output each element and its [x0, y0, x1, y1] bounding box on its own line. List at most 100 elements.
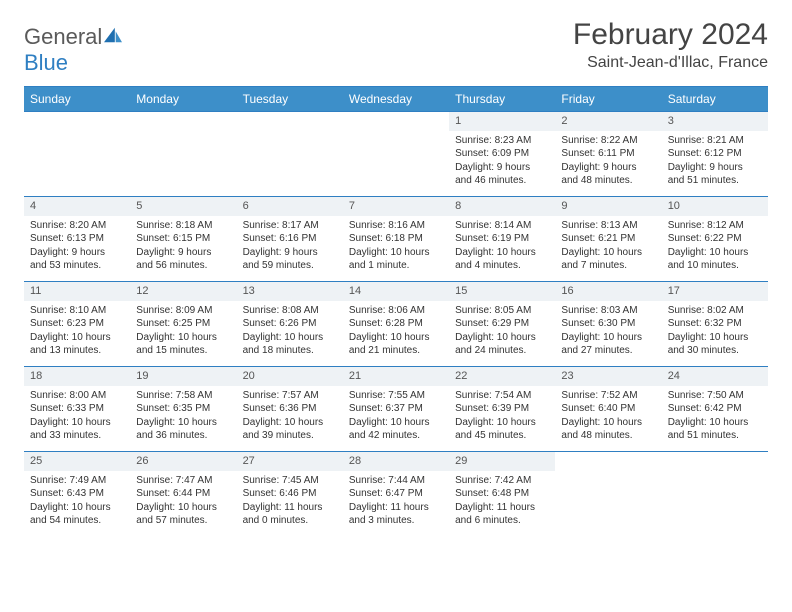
day-number: 25: [24, 452, 130, 471]
day-cell: 19Sunrise: 7:58 AMSunset: 6:35 PMDayligh…: [130, 367, 236, 451]
sunset-text: Sunset: 6:29 PM: [455, 317, 549, 331]
day-number: 2: [555, 112, 661, 131]
weekday-header: Friday: [555, 87, 661, 111]
sunset-text: Sunset: 6:22 PM: [668, 232, 762, 246]
day-cell: 20 Sunrise: 7:57 AMSunset: 6:36 PMDayligh…: [237, 367, 343, 451]
day-number: 17: [662, 282, 768, 301]
day-cell: 14Sunrise: 8:06 AMSunset: 6:28 PMDayligh…: [343, 282, 449, 366]
day-body: Sunrise: 7:52 AMSunset: 6:40 PMDaylight:…: [555, 388, 661, 447]
daylight-text: Daylight: 10 hours and 27 minutes.: [561, 331, 655, 358]
daylight-text: Daylight: 10 hours and 15 minutes.: [136, 331, 230, 358]
day-cell: 3Sunrise: 8:21 AMSunset: 6:12 PMDaylight…: [662, 112, 768, 196]
sunset-text: Sunset: 6:21 PM: [561, 232, 655, 246]
sunset-text: Sunset: 6:25 PM: [136, 317, 230, 331]
day-body: Sunrise: 8:03 AMSunset: 6:30 PMDaylight:…: [555, 303, 661, 362]
sunrise-text: Sunrise: 8:09 AM: [136, 304, 230, 318]
day-body: Sunrise: 7:54 AMSunset: 6:39 PMDaylight:…: [449, 388, 555, 447]
daylight-text: Daylight: 9 hours and 56 minutes.: [136, 246, 230, 273]
calendar-grid: SundayMondayTuesdayWednesdayThursdayFrid…: [24, 86, 768, 536]
sunset-text: Sunset: 6:40 PM: [561, 402, 655, 416]
day-cell: 1Sunrise: 8:23 AMSunset: 6:09 PMDaylight…: [449, 112, 555, 196]
sunrise-text: Sunrise: 7:54 AM: [455, 389, 549, 403]
sunset-text: Sunset: 6:46 PM: [243, 487, 337, 501]
sunset-text: Sunset: 6:47 PM: [349, 487, 443, 501]
day-number: 12: [130, 282, 236, 301]
weekday-header: Saturday: [662, 87, 768, 111]
sunrise-text: Sunrise: 7:42 AM: [455, 474, 549, 488]
sunrise-text: Sunrise: 7:49 AM: [30, 474, 124, 488]
day-cell: 27Sunrise: 7:45 AMSunset: 6:46 PMDayligh…: [237, 452, 343, 536]
day-number: 6: [237, 197, 343, 216]
day-number: 24: [662, 367, 768, 386]
sunrise-text: Sunrise: 8:21 AM: [668, 134, 762, 148]
day-body: Sunrise: 7:55 AMSunset: 6:37 PMDaylight:…: [343, 388, 449, 447]
daylight-text: Daylight: 10 hours and 42 minutes.: [349, 416, 443, 443]
day-cell: 2Sunrise: 8:22 AMSunset: 6:11 PMDaylight…: [555, 112, 661, 196]
day-body: Sunrise: 7:58 AMSunset: 6:35 PMDaylight:…: [130, 388, 236, 447]
day-number: 4: [24, 197, 130, 216]
sunset-text: Sunset: 6:18 PM: [349, 232, 443, 246]
day-cell: 6 Sunrise: 8:17 AMSunset: 6:16 PMDaylight…: [237, 197, 343, 281]
day-cell: 23Sunrise: 7:52 AMSunset: 6:40 PMDayligh…: [555, 367, 661, 451]
day-number: 8: [449, 197, 555, 216]
day-number: 20: [237, 367, 343, 386]
sunrise-text: Sunrise: 7:58 AM: [136, 389, 230, 403]
sunrise-text: Sunrise: 8:03 AM: [561, 304, 655, 318]
day-body: Sunrise: 7:49 AMSunset: 6:43 PMDaylight:…: [24, 473, 130, 532]
sunset-text: Sunset: 6:32 PM: [668, 317, 762, 331]
day-cell: 4Sunrise: 8:20 AMSunset: 6:13 PMDaylight…: [24, 197, 130, 281]
day-number: 10: [662, 197, 768, 216]
week-row: 11Sunrise: 8:10 AMSunset: 6:23 PMDayligh…: [24, 281, 768, 366]
day-cell: 18 Sunrise: 8:00 AMSunset: 6:33 PMDayligh…: [24, 367, 130, 451]
sunrise-text: Sunrise: 8:08 AM: [243, 304, 337, 318]
daylight-text: Daylight: 10 hours and 54 minutes.: [30, 501, 124, 528]
day-body: Sunrise: 7:57 AMSunset: 6:36 PMDaylight:…: [237, 388, 343, 447]
day-body: Sunrise: 7:47 AMSunset: 6:44 PMDaylight:…: [130, 473, 236, 532]
day-number: 7: [343, 197, 449, 216]
sunset-text: Sunset: 6:48 PM: [455, 487, 549, 501]
day-cell: 22 Sunrise: 7:54 AMSunset: 6:39 PMDayligh…: [449, 367, 555, 451]
day-body: Sunrise: 8:17 AMSunset: 6:16 PMDaylight:…: [237, 218, 343, 277]
day-number: 22: [449, 367, 555, 386]
day-number: 3: [662, 112, 768, 131]
sunrise-text: Sunrise: 7:47 AM: [136, 474, 230, 488]
sunset-text: Sunset: 6:12 PM: [668, 147, 762, 161]
sunset-text: Sunset: 6:37 PM: [349, 402, 443, 416]
brand-name-part2: Blue: [24, 50, 68, 75]
sunrise-text: Sunrise: 8:22 AM: [561, 134, 655, 148]
month-title: February 2024: [573, 18, 768, 52]
day-cell: .: [662, 452, 768, 536]
day-cell: 8Sunrise: 8:14 AMSunset: 6:19 PMDaylight…: [449, 197, 555, 281]
sunrise-text: Sunrise: 8:17 AM: [243, 219, 337, 233]
sunrise-text: Sunrise: 8:10 AM: [30, 304, 124, 318]
sunrise-text: Sunrise: 8:12 AM: [668, 219, 762, 233]
day-body: Sunrise: 8:16 AMSunset: 6:18 PMDaylight:…: [343, 218, 449, 277]
week-row: 25Sunrise: 7:49 AMSunset: 6:43 PMDayligh…: [24, 451, 768, 536]
sunset-text: Sunset: 6:26 PM: [243, 317, 337, 331]
day-cell: 7 Sunrise: 8:16 AMSunset: 6:18 PMDaylight…: [343, 197, 449, 281]
daylight-text: Daylight: 10 hours and 1 minute.: [349, 246, 443, 273]
sunrise-text: Sunrise: 7:52 AM: [561, 389, 655, 403]
sunset-text: Sunset: 6:15 PM: [136, 232, 230, 246]
day-cell: .: [555, 452, 661, 536]
daylight-text: Daylight: 10 hours and 4 minutes.: [455, 246, 549, 273]
day-body: Sunrise: 8:06 AMSunset: 6:28 PMDaylight:…: [343, 303, 449, 362]
brand-name-part1: General: [24, 24, 102, 49]
sunrise-text: Sunrise: 8:02 AM: [668, 304, 762, 318]
day-number: 16: [555, 282, 661, 301]
week-row: 4Sunrise: 8:20 AMSunset: 6:13 PMDaylight…: [24, 196, 768, 281]
daylight-text: Daylight: 9 hours and 46 minutes.: [455, 161, 549, 188]
sunrise-text: Sunrise: 8:13 AM: [561, 219, 655, 233]
daylight-text: Daylight: 11 hours and 0 minutes.: [243, 501, 337, 528]
day-body: Sunrise: 7:45 AMSunset: 6:46 PMDaylight:…: [237, 473, 343, 532]
day-body: Sunrise: 8:00 AMSunset: 6:33 PMDaylight:…: [24, 388, 130, 447]
day-body: Sunrise: 8:18 AMSunset: 6:15 PMDaylight:…: [130, 218, 236, 277]
daylight-text: Daylight: 9 hours and 59 minutes.: [243, 246, 337, 273]
day-cell: .: [343, 112, 449, 196]
sunset-text: Sunset: 6:28 PM: [349, 317, 443, 331]
sunset-text: Sunset: 6:43 PM: [30, 487, 124, 501]
day-cell: 21Sunrise: 7:55 AMSunset: 6:37 PMDayligh…: [343, 367, 449, 451]
day-number: 1: [449, 112, 555, 131]
day-number: 18: [24, 367, 130, 386]
daylight-text: Daylight: 10 hours and 48 minutes.: [561, 416, 655, 443]
